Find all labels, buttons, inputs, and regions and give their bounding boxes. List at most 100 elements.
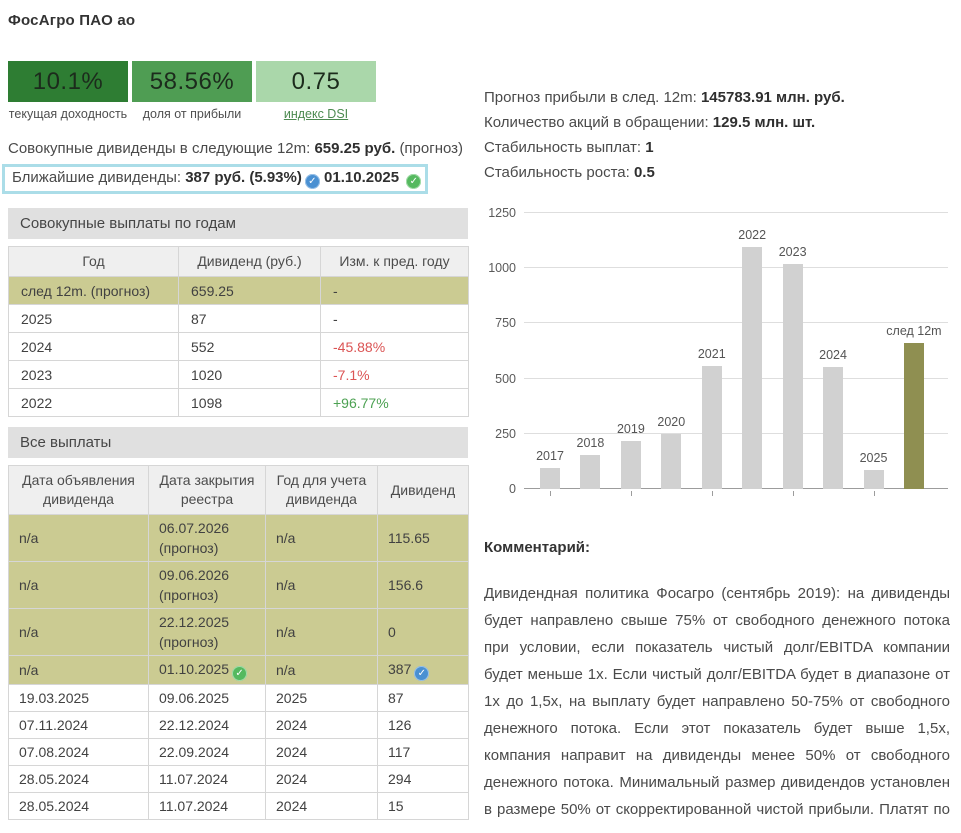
- chart-bar-year-label: 2023: [778, 244, 807, 259]
- info-value: 1: [645, 139, 654, 156]
- chart-bar-2024[interactable]: [823, 367, 844, 489]
- cell-year: n/a: [265, 561, 378, 609]
- plot-area: 2017 2018 2019 2020 2021 2022 2023 2024 2025 след…: [524, 212, 948, 496]
- y-axis-label: 500: [495, 371, 516, 386]
- section-header-yearly: Совокупные выплаты по годам: [8, 208, 468, 239]
- chart-bar-slot: 2022: [738, 213, 766, 489]
- y-axis-label: 0: [509, 482, 516, 496]
- summary-next-12m: Совокупные дивиденды в следующие 12m: 65…: [8, 136, 468, 162]
- cell-year: n/a: [265, 608, 378, 656]
- chart-bar-slot: 2024: [819, 213, 847, 489]
- table-row: n/a 22.12.2025 (прогноз) n/a 0: [8, 608, 469, 656]
- table-row: 07.11.2024 22.12.2024 2024 126: [8, 711, 469, 739]
- chart-bar-year-label: 2018: [576, 436, 605, 451]
- y-axis: 0 250 500 750 1000 1250: [484, 206, 518, 496]
- cell-dividend: 117: [377, 738, 469, 766]
- cell-announce: n/a: [8, 655, 149, 685]
- stat-payout-ratio: 58.56% доля от прибыли: [132, 61, 252, 121]
- chart-bar-2021[interactable]: [701, 365, 722, 489]
- cell-year: 2024: [8, 332, 179, 361]
- chart-bar-year-label: 2020: [657, 415, 686, 430]
- chart-bar-2023[interactable]: [782, 263, 803, 489]
- cell-dividend: 1020: [178, 360, 321, 389]
- chart-bar-2019[interactable]: [620, 440, 641, 489]
- cell-record: 11.07.2024: [148, 792, 266, 820]
- summary-suffix: (прогноз): [399, 140, 464, 157]
- chart-bar-след 12m[interactable]: [903, 343, 924, 489]
- cell-change: -7.1%: [320, 360, 469, 389]
- x-axis-tick: [711, 491, 713, 496]
- cell-dividend: 126: [377, 711, 469, 739]
- cell-announce: n/a: [8, 561, 149, 609]
- cell-year: 2024: [265, 738, 378, 766]
- yearly-payments-table: Год Дивиденд (руб.) Изм. к пред. году сл…: [8, 246, 469, 417]
- cell-change: -45.88%: [320, 332, 469, 361]
- chart-bar-2025[interactable]: [863, 469, 884, 489]
- info-label: Количество акций в обращении:: [484, 114, 709, 131]
- cell-year: 2025: [8, 304, 179, 333]
- x-axis-tick: [550, 491, 551, 496]
- y-axis-label: 1000: [488, 261, 516, 276]
- info-label: Прогноз прибыли в след. 12m:: [484, 89, 697, 106]
- summary-prefix: Совокупные дивиденды в следующие 12m:: [8, 140, 311, 157]
- stat-label-payout-ratio: доля от прибыли: [142, 107, 242, 121]
- comment-text: Дивидендная политика Фосагро (сентябрь 2…: [484, 585, 950, 833]
- cell-year: 2024: [265, 792, 378, 820]
- gridline: [524, 322, 948, 324]
- chart-bar-year-label: 2025: [859, 450, 888, 465]
- cell-record: 06.07.2026 (прогноз): [148, 514, 266, 562]
- cell-year: след 12m. (прогноз): [8, 276, 179, 305]
- cell-year: 2024: [265, 711, 378, 739]
- cell-record: 22.12.2024: [148, 711, 266, 739]
- table-row: 07.08.2024 22.09.2024 2024 117: [8, 738, 469, 766]
- y-axis-label: 1250: [488, 206, 516, 220]
- info-line-payout-stability: Стабильность выплат: 1: [484, 135, 950, 160]
- cell-year: 2022: [8, 388, 179, 417]
- column-header-change: Изм. к пред. году: [320, 246, 469, 277]
- info-line-profit-forecast: Прогноз прибыли в след. 12m: 145783.91 м…: [484, 85, 950, 110]
- stat-label-current-yield: текущая доходность: [8, 107, 128, 121]
- nearest-date: 01.10.2025: [324, 169, 400, 186]
- cell-change: +96.77%: [320, 388, 469, 417]
- stat-dsi-index: 0.75 индекс DSI: [256, 61, 376, 121]
- cell-record: 09.06.2026 (прогноз): [148, 561, 266, 609]
- gridline: [524, 488, 948, 489]
- stat-value-current-yield: 10.1%: [8, 61, 128, 102]
- stat-value-payout-ratio: 58.56%: [132, 61, 252, 102]
- column-header-record-date: Дата закрытия реестра: [148, 465, 266, 515]
- column-header-year: Год: [8, 246, 179, 277]
- nearest-percent: (5.93%): [249, 169, 302, 186]
- page-title: ФосАгро ПАО ао: [8, 12, 136, 29]
- cell-change: -: [320, 304, 469, 333]
- chart-bar-year-label: 2017: [536, 449, 564, 464]
- cell-dividend: 0: [377, 608, 469, 656]
- chart-bar-2018[interactable]: [580, 455, 601, 489]
- cell-record: 09.06.2025: [148, 684, 266, 712]
- chart-bar-slot: 2025: [860, 213, 887, 496]
- column-header-announce-date: Дата объявления дивиденда: [8, 465, 149, 515]
- left-column: ФосАгро ПАО ао 10.1% текущая доходность …: [2, 8, 469, 820]
- chart-bar-2017[interactable]: [540, 468, 560, 489]
- chart-bar-slot: 2020: [657, 213, 685, 489]
- chart-bar-slot: 2017: [536, 213, 564, 496]
- info-label: Стабильность выплат:: [484, 139, 642, 156]
- cell-year: 2023: [8, 360, 179, 389]
- chart-bar-year-label: 2022: [738, 227, 767, 242]
- stats-row: 10.1% текущая доходность 58.56% доля от …: [8, 61, 468, 121]
- cell-dividend: 156.6: [377, 561, 469, 609]
- stat-value-dsi-index: 0.75: [256, 61, 376, 102]
- summary-value: 659.25 руб.: [314, 140, 396, 157]
- chart-bar-slot: 2021: [698, 213, 726, 496]
- cell-dividend: 87: [178, 304, 321, 333]
- info-label: Стабильность роста:: [484, 164, 630, 181]
- cell-dividend: 115.65: [377, 514, 469, 562]
- cell-record: 22.12.2025 (прогноз): [148, 608, 266, 656]
- chart-bar-2022[interactable]: [742, 246, 763, 489]
- cell-year: n/a: [265, 655, 378, 685]
- table-header-row: Дата объявления дивиденда Дата закрытия …: [8, 465, 469, 515]
- cell-record: 22.09.2024: [148, 738, 266, 766]
- dsi-index-link[interactable]: индекс DSI: [283, 107, 349, 121]
- chart-bar-2020[interactable]: [661, 434, 682, 489]
- chart-bar-year-label: 2024: [819, 348, 847, 363]
- chart-bar-year-label: 2019: [616, 421, 645, 436]
